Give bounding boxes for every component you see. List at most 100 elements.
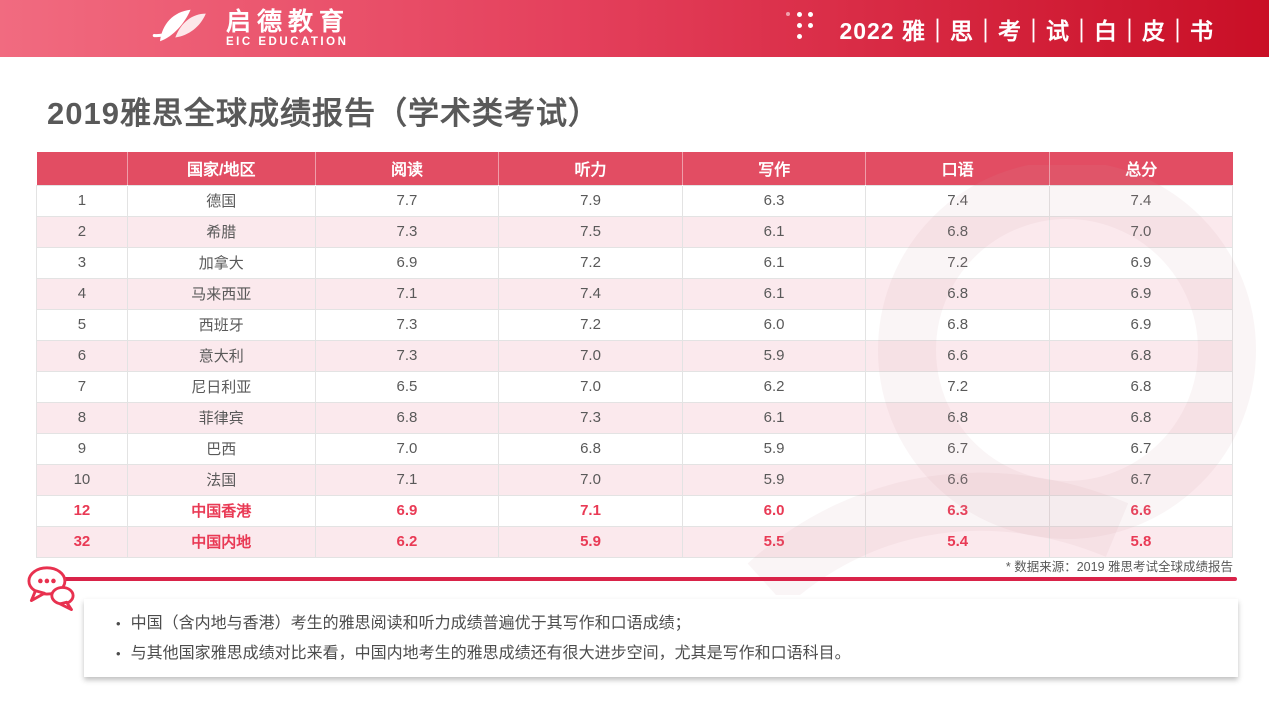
- score-cell: 6.1: [681, 277, 867, 310]
- country-cell: 加拿大: [126, 246, 316, 279]
- data-source-note: * 数据来源：2019 雅思考试全球成绩报告: [1005, 560, 1233, 574]
- score-cell: 5.5: [681, 525, 867, 558]
- table-row: 9 巴西 7.0 6.8 5.9 6.7 6.7: [36, 432, 1234, 465]
- score-cell: 6.6: [865, 463, 1050, 496]
- note-item: • 与其他国家雅思成绩对比来看，中国内地考生的雅思成绩还有很大进步空间，尤其是写作…: [116, 639, 1218, 669]
- score-cell: 7.2: [498, 308, 683, 341]
- score-cell: 5.9: [681, 339, 867, 372]
- table-row: 2 希腊 7.3 7.5 6.1 6.8 7.0: [36, 215, 1234, 248]
- score-cell: 5.9: [681, 432, 867, 465]
- score-cell: 6.9: [314, 494, 500, 527]
- score-cell: 6.8: [1048, 401, 1234, 434]
- score-cell: 7.7: [314, 184, 500, 217]
- scores-table: 国家/地区 阅读 听力 写作 口语 总分 1 德国 7.7 7.9 6.3 7.4 7.4 2 希腊 7.3…: [36, 152, 1234, 558]
- eic-leaf-logo-icon: [150, 5, 212, 52]
- score-cell: 6.8: [1048, 339, 1234, 372]
- rank-cell: 3: [36, 246, 128, 279]
- table-row: 3 加拿大 6.9 7.2 6.1 7.2 6.9: [36, 246, 1234, 279]
- divider-line: [60, 577, 1237, 581]
- column-header: [36, 152, 128, 185]
- country-cell: 德国: [126, 184, 316, 217]
- column-header: 国家/地区: [127, 152, 316, 185]
- score-cell: 6.7: [865, 432, 1050, 465]
- score-cell: 6.2: [314, 525, 500, 558]
- score-cell: 7.5: [498, 215, 683, 248]
- column-header: 写作: [682, 152, 867, 185]
- rank-cell: 8: [36, 401, 128, 434]
- chat-bubbles-icon: [24, 563, 78, 617]
- score-cell: 6.1: [681, 401, 867, 434]
- bullet-dot: •: [116, 646, 121, 661]
- table-row: 1 德国 7.7 7.9 6.3 7.4 7.4: [36, 184, 1234, 217]
- rank-cell: 7: [36, 370, 128, 403]
- country-cell: 巴西: [126, 432, 316, 465]
- country-cell: 意大利: [126, 339, 316, 372]
- score-cell: 6.2: [681, 370, 867, 403]
- score-cell: 7.0: [498, 370, 683, 403]
- score-cell: 6.9: [314, 246, 500, 279]
- whitepaper-title: 2022 雅｜思｜考｜试｜白｜皮｜书: [839, 17, 1214, 44]
- score-cell: 7.3: [314, 339, 500, 372]
- score-cell: 7.4: [865, 184, 1050, 217]
- brand-name-cn: 启德教育: [226, 7, 351, 36]
- score-cell: 6.7: [1048, 463, 1234, 496]
- score-cell: 6.0: [681, 494, 867, 527]
- column-header: 阅读: [315, 152, 500, 185]
- notes-card: • 中国（含内地与香港）考生的雅思阅读和听力成绩普遍优于其写作和口语成绩； • 与其他…: [84, 599, 1238, 677]
- score-cell: 7.3: [314, 215, 500, 248]
- score-cell: 5.9: [681, 463, 867, 496]
- score-cell: 6.6: [865, 339, 1050, 372]
- country-cell: 尼日利亚: [126, 370, 316, 403]
- score-cell: 6.1: [681, 246, 867, 279]
- score-cell: 7.0: [1048, 215, 1234, 248]
- score-cell: 7.0: [498, 339, 683, 372]
- table-header-row: 国家/地区 阅读 听力 写作 口语 总分: [36, 152, 1233, 185]
- column-header: 口语: [865, 152, 1050, 185]
- table-body: 1 德国 7.7 7.9 6.3 7.4 7.4 2 希腊 7.3 7.5 6.1 6.8 7.0 3 加拿大…: [36, 184, 1234, 558]
- score-cell: 6.8: [865, 401, 1050, 434]
- score-cell: 7.1: [314, 463, 500, 496]
- note-text: 中国（含内地与香港）考生的雅思阅读和听力成绩普遍优于其写作和口语成绩；: [130, 615, 691, 632]
- brand-name-en: EIC EDUCATION: [226, 35, 349, 48]
- score-cell: 6.0: [681, 308, 867, 341]
- table-row: 8 菲律宾 6.8 7.3 6.1 6.8 6.8: [36, 401, 1234, 434]
- score-cell: 6.8: [314, 401, 500, 434]
- rank-cell: 5: [36, 308, 128, 341]
- brand-logo: 启德教育 EIC EDUCATION: [150, 5, 350, 52]
- rank-cell: 2: [36, 215, 128, 248]
- score-cell: 6.7: [1048, 432, 1234, 465]
- note-text: 与其他国家雅思成绩对比来看，中国内地考生的雅思成绩还有很大进步空间，尤其是写作和…: [130, 645, 851, 662]
- score-cell: 5.8: [1048, 525, 1234, 558]
- table-row: 10 法国 7.1 7.0 5.9 6.6 6.7: [36, 463, 1234, 496]
- country-cell: 西班牙: [126, 308, 316, 341]
- notes-list: • 中国（含内地与香港）考生的雅思阅读和听力成绩普遍优于其写作和口语成绩； • 与其他…: [116, 609, 1218, 669]
- rank-cell: 6: [36, 339, 128, 372]
- dots-decoration-icon: [786, 12, 819, 45]
- bullet-dot: •: [116, 616, 121, 631]
- score-cell: 7.2: [865, 370, 1050, 403]
- rank-cell: 32: [36, 525, 128, 558]
- score-cell: 7.2: [865, 246, 1050, 279]
- rank-cell: 12: [36, 494, 128, 527]
- score-cell: 7.9: [498, 184, 683, 217]
- scores-table-wrap: 国家/地区 阅读 听力 写作 口语 总分 1 德国 7.7 7.9 6.3 7.4 7.4 2 希腊 7.3…: [36, 152, 1234, 558]
- score-cell: 6.8: [865, 215, 1050, 248]
- page-title: 2019雅思全球成绩报告（学术类考试）: [47, 96, 600, 131]
- score-cell: 6.6: [1048, 494, 1234, 527]
- score-cell: 5.9: [498, 525, 683, 558]
- score-cell: 6.9: [1048, 308, 1234, 341]
- table-row: 12 中国香港 6.9 7.1 6.0 6.3 6.6: [36, 494, 1234, 527]
- score-cell: 7.1: [314, 277, 500, 310]
- table-row: 5 西班牙 7.3 7.2 6.0 6.8 6.9: [36, 308, 1234, 341]
- country-cell: 马来西亚: [126, 277, 316, 310]
- rank-cell: 10: [36, 463, 128, 496]
- score-cell: 7.1: [498, 494, 683, 527]
- table-row: 6 意大利 7.3 7.0 5.9 6.6 6.8: [36, 339, 1234, 372]
- country-cell: 中国内地: [126, 525, 316, 558]
- score-cell: 6.3: [681, 184, 867, 217]
- rank-cell: 9: [36, 432, 128, 465]
- country-cell: 希腊: [126, 215, 316, 248]
- country-cell: 法国: [126, 463, 316, 496]
- score-cell: 6.8: [498, 432, 683, 465]
